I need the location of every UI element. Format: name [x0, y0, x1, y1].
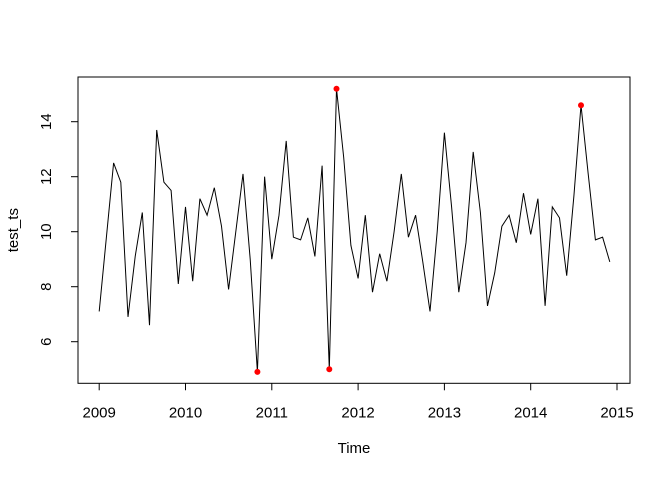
x-tick-label: 2015 — [600, 404, 633, 421]
x-tick-label: 2013 — [428, 404, 461, 421]
outlier-point — [578, 102, 584, 109]
y-tick-label: 10 — [38, 223, 55, 240]
time-series-line — [98, 88, 611, 372]
x-axis-title: Time — [338, 440, 371, 457]
outlier-point — [326, 366, 333, 373]
outlier-points-group — [254, 85, 584, 375]
y-axis: 6 8 10 12 14 — [38, 113, 78, 346]
x-tick-label: 2014 — [514, 404, 547, 421]
plot-border-box — [77, 76, 631, 384]
outlier-point — [333, 85, 340, 92]
y-tick-label: 14 — [38, 113, 55, 130]
x-tick-label: 2011 — [256, 404, 288, 421]
y-tick-label: 12 — [38, 168, 55, 185]
x-tick-label: 2010 — [169, 404, 202, 421]
x-tick-label: 2012 — [341, 404, 374, 421]
y-axis-title: test_ts — [5, 208, 22, 252]
x-axis: 2009 2010 2011 2012 2013 2014 2015 — [83, 383, 634, 421]
y-tick-label: 8 — [38, 283, 55, 291]
outlier-point — [254, 368, 261, 375]
y-tick-label: 6 — [38, 338, 55, 346]
x-tick-label: 2009 — [83, 404, 116, 421]
